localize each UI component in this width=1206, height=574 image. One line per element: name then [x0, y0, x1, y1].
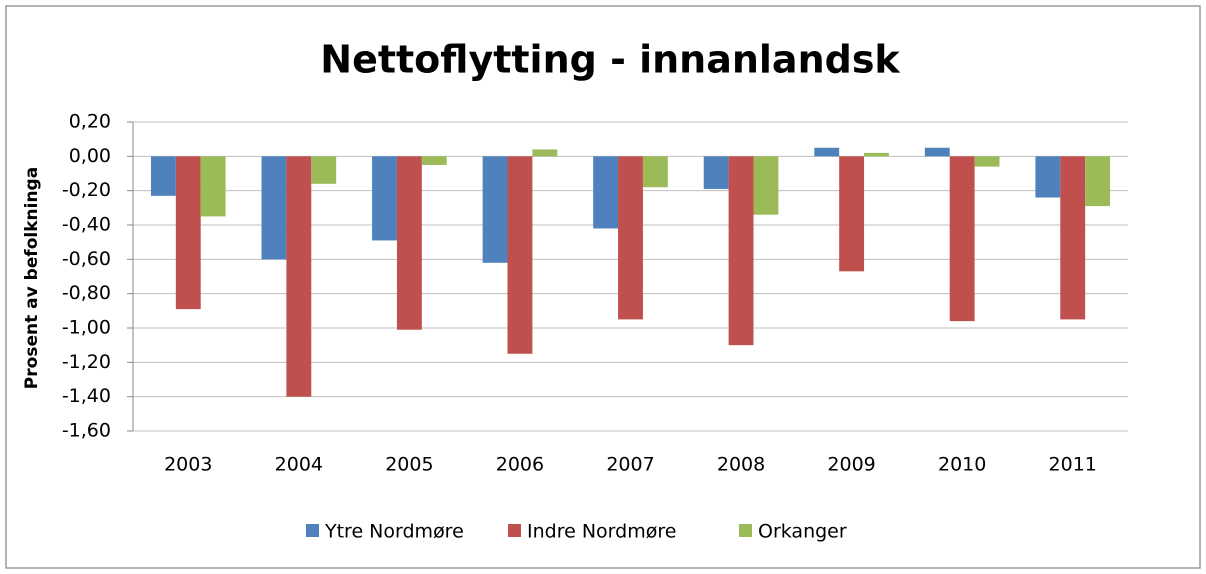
bar — [286, 156, 312, 397]
y-tick-label: -1,00 — [62, 317, 111, 339]
bar — [814, 147, 840, 157]
legend-swatch — [306, 524, 319, 537]
bar — [1035, 156, 1061, 198]
bar — [150, 156, 176, 196]
x-tick-label: 2004 — [275, 454, 323, 476]
bar — [311, 156, 337, 184]
y-tick-label: 0,00 — [69, 145, 111, 167]
x-tick-label: 2006 — [496, 454, 544, 476]
x-tick-label: 2005 — [385, 454, 433, 476]
bar — [1060, 156, 1086, 320]
x-tick-label: 2003 — [164, 454, 212, 476]
legend-swatch — [508, 524, 521, 537]
x-tick-label: 2010 — [938, 454, 986, 476]
bar — [593, 156, 619, 229]
chart-title: Nettoflytting - innanlandsk — [320, 38, 900, 82]
y-tick-label: -0,80 — [62, 282, 111, 304]
bar — [372, 156, 397, 241]
bar — [949, 156, 975, 322]
y-tick-label: 0,20 — [69, 111, 111, 133]
y-tick-label: -0,60 — [62, 248, 111, 270]
y-tick-label: -1,60 — [62, 420, 111, 442]
y-tick-label: -0,20 — [62, 179, 111, 201]
legend-swatch — [739, 524, 752, 537]
bar — [261, 156, 287, 260]
bar — [507, 156, 533, 354]
bar — [839, 156, 865, 272]
legend-label: Ytre Nordmøre — [324, 521, 464, 543]
legend-label: Indre Nordmøre — [527, 521, 676, 543]
y-axis-label: Prosent av befolkninga — [22, 167, 42, 389]
y-tick-label: -1,40 — [62, 385, 111, 407]
bar — [1085, 156, 1111, 207]
bar — [396, 156, 422, 330]
x-tick-label: 2007 — [606, 454, 654, 476]
x-tick-label: 2011 — [1049, 454, 1097, 476]
bar — [703, 156, 729, 189]
bar — [974, 156, 1000, 167]
bar — [200, 156, 226, 217]
bar — [421, 156, 447, 165]
bar — [753, 156, 779, 215]
bar — [175, 156, 201, 310]
bar — [924, 147, 950, 157]
bar — [864, 152, 889, 157]
bar — [532, 149, 558, 157]
bar — [642, 156, 668, 188]
legend-label: Orkanger — [758, 521, 847, 543]
y-tick-label: -1,20 — [62, 351, 111, 373]
x-tick-label: 2009 — [827, 454, 875, 476]
y-tick-label: -0,40 — [62, 214, 111, 236]
bar — [618, 156, 643, 320]
bar — [728, 156, 754, 346]
bar — [482, 156, 508, 263]
chart-frame — [5, 5, 1201, 569]
x-tick-label: 2008 — [717, 454, 765, 476]
